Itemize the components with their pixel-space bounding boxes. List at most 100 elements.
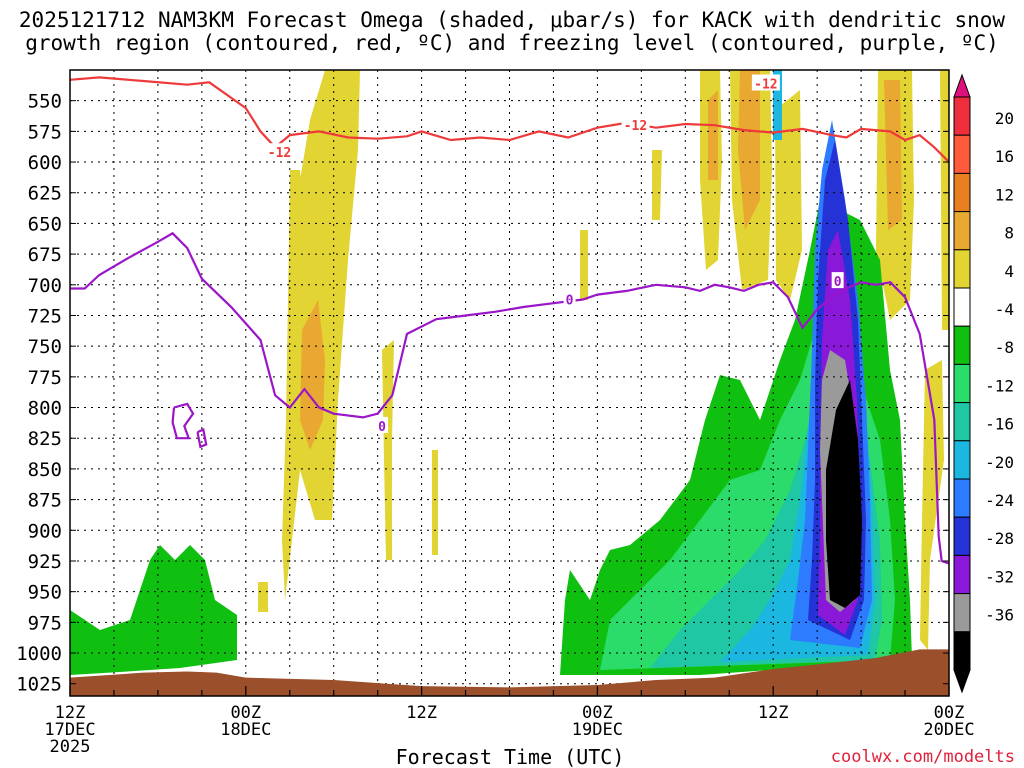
y-tick-label: 1025: [16, 674, 62, 696]
x-tick-label: 12Z: [55, 703, 86, 723]
omega-negative-region: [826, 380, 862, 608]
colorbar: 20 16 12 8 4 -4 -8 -12 -16 -20 -24 -28 -32 -36: [953, 73, 1014, 694]
omega-positive-region: [652, 150, 662, 220]
colorbar-swatch: [953, 287, 971, 327]
x-tick-label: 19DEC: [572, 720, 623, 740]
omega-positive-region: [580, 230, 588, 300]
y-tick-label: 725: [28, 305, 62, 327]
colorbar-label: -20: [985, 453, 1014, 472]
chart-title-line-2: growth region (contoured, red, ºC) and f…: [25, 31, 999, 55]
y-tick-label: 550: [28, 91, 62, 113]
label-bg: [621, 116, 650, 133]
omega-negative-region: [70, 545, 237, 675]
dgz-contour-label: -12: [754, 78, 777, 93]
omega-positive-region: [708, 90, 718, 180]
colorbar-label: 4: [1004, 262, 1014, 281]
colorbar-swatch: [953, 325, 971, 365]
x-tick-label: 2025: [50, 737, 91, 757]
freezing-contour-label: 0: [378, 420, 386, 435]
y-axis: 550 575 600 625 650 675 700 725 750 775 800 825 850 8…: [16, 91, 949, 696]
colorbar-label: -24: [985, 491, 1014, 510]
colorbar-swatch: [953, 593, 971, 633]
y-tick-label: 1000: [16, 643, 62, 665]
y-tick-label: 650: [28, 213, 62, 235]
colorbar-swatch: [953, 478, 971, 518]
colorbar-swatch: [953, 134, 971, 174]
y-tick-label: 850: [28, 459, 62, 481]
omega-positive-region: [432, 450, 438, 555]
dgz-contour-label: -12: [268, 146, 291, 161]
y-tick-label: 750: [28, 336, 62, 358]
colorbar-label: -12: [985, 376, 1014, 395]
label-bg: [751, 74, 780, 91]
label-bg: [376, 416, 389, 433]
colorbar-swatch: [953, 440, 971, 480]
colorbar-label: 16: [995, 147, 1014, 166]
y-tick-label: 775: [28, 367, 62, 389]
omega-positive-region: [920, 360, 944, 650]
y-tick-label: 875: [28, 490, 62, 512]
freezing-level-closed-contour: [196, 428, 208, 449]
colorbar-label: -8: [995, 338, 1014, 357]
y-tick-label: 700: [28, 275, 62, 297]
colorbar-swatch: [953, 96, 971, 136]
y-tick-label: 575: [28, 121, 62, 143]
ground-terrain: [70, 649, 949, 696]
y-tick-label: 675: [28, 244, 62, 266]
contour-labels: -12 -12 -12 0 0 0: [265, 74, 844, 435]
y-tick-label: 825: [28, 428, 62, 450]
dendritic-growth-contour: [70, 76, 949, 163]
colorbar-swatch: [953, 631, 971, 671]
colorbar-label: 12: [995, 185, 1014, 204]
x-tick-label: 12Z: [758, 703, 789, 723]
colorbar-top-arrow: [953, 73, 971, 98]
omega-positive-region: [300, 300, 325, 450]
colorbar-swatch: [953, 554, 971, 595]
colorbar-label: -16: [985, 415, 1014, 434]
x-tick-label: 20DEC: [923, 720, 974, 740]
x-axis-label: Forecast Time (UTC): [396, 745, 625, 768]
chart-title-line-1: 2025121712 NAM3KM Forecast Omega (shaded…: [19, 8, 1006, 32]
colorbar-label: -36: [985, 606, 1014, 625]
y-tick-label: 975: [28, 612, 62, 634]
omega-positive-region: [775, 90, 802, 300]
y-tick-label: 925: [28, 551, 62, 573]
colorbar-swatch: [953, 363, 971, 404]
colorbar-label: 8: [1004, 224, 1014, 243]
freezing-contour-label: 0: [834, 275, 842, 290]
colorbar-label: -28: [985, 529, 1014, 548]
colorbar-swatch: [953, 172, 971, 213]
freezing-contour-label: 0: [566, 294, 574, 309]
y-tick-label: 600: [28, 152, 62, 174]
colorbar-swatch: [953, 211, 971, 251]
x-tick-label: 12Z: [406, 703, 437, 723]
label-bg: [265, 143, 294, 160]
label-bg: [563, 290, 576, 307]
colorbar-swatch: [953, 402, 971, 442]
omega-positive-region: [738, 70, 760, 230]
y-tick-label: 950: [28, 582, 62, 604]
x-tick-label: 00Z: [934, 703, 965, 723]
colorbar-swatch: [953, 249, 971, 289]
omega-shading: [70, 70, 949, 675]
colorbar-bottom-arrow: [953, 669, 971, 694]
colorbar-swatch: [953, 516, 971, 556]
colorbar-label: 20: [995, 109, 1014, 128]
x-tick-label: 00Z: [582, 703, 613, 723]
omega-positive-region: [940, 70, 949, 330]
freezing-level-closed-contour: [171, 402, 195, 440]
omega-positive-region: [258, 582, 268, 612]
y-tick-label: 625: [28, 183, 62, 205]
freezing-level-contour: [70, 231, 949, 565]
dgz-contour-label: -12: [624, 119, 647, 134]
x-tick-label: 18DEC: [220, 720, 271, 740]
label-bg: [831, 272, 844, 289]
y-tick-label: 900: [28, 520, 62, 542]
omega-positive-region: [382, 340, 394, 560]
y-tick-label: 800: [28, 398, 62, 420]
x-tick-label: 17DEC: [44, 720, 95, 740]
colorbar-label: -4: [995, 300, 1014, 319]
x-tick-label: 00Z: [230, 703, 261, 723]
